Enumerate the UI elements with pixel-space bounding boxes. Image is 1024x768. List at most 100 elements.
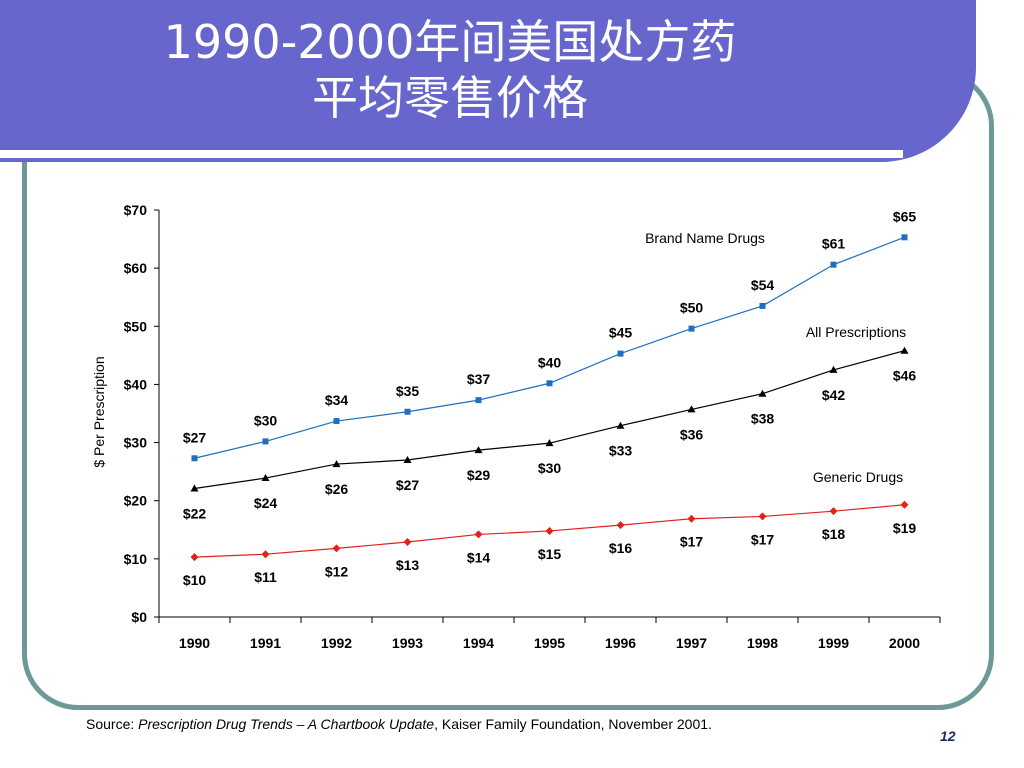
data-label: $17 xyxy=(751,531,775,547)
marker-diamond xyxy=(261,550,270,559)
marker-square xyxy=(404,408,411,415)
data-label: $37 xyxy=(467,371,491,387)
marker-triangle xyxy=(687,405,696,413)
source-title: Prescription Drug Trends – A Chartbook U… xyxy=(138,716,435,732)
source-note: Source: Prescription Drug Trends – A Cha… xyxy=(86,716,712,732)
slide-title-line-2: 平均零售价格 xyxy=(312,71,588,125)
x-tick-label: 1994 xyxy=(463,635,494,651)
marker-square xyxy=(262,438,269,445)
data-label: $13 xyxy=(396,557,420,573)
data-label: $50 xyxy=(680,300,704,316)
slide-title-line-1: 1990-2000年间美国处方药 xyxy=(163,15,737,69)
data-label: $16 xyxy=(609,540,633,556)
x-tick-label: 1993 xyxy=(392,635,423,651)
data-label: $19 xyxy=(893,520,917,536)
data-label: $26 xyxy=(325,481,349,497)
series-name-label: Generic Drugs xyxy=(813,469,903,485)
data-label: $61 xyxy=(822,236,846,252)
marker-triangle xyxy=(616,421,625,429)
series-name-label: All Prescriptions xyxy=(806,324,906,340)
source-suffix: , Kaiser Family Foundation, November 200… xyxy=(434,716,712,732)
marker-square xyxy=(475,397,482,404)
x-tick-label: 1999 xyxy=(818,635,849,651)
data-label: $17 xyxy=(680,534,704,550)
data-label: $15 xyxy=(538,546,562,562)
y-tick-label: $30 xyxy=(124,435,148,451)
x-tick-label: 1998 xyxy=(747,635,778,651)
data-label: $54 xyxy=(751,277,775,293)
series-name-label: Brand Name Drugs xyxy=(645,230,765,246)
data-label: $27 xyxy=(183,429,207,445)
y-tick-label: $0 xyxy=(131,609,147,625)
slide-title: 1990-2000年间美国处方药 平均零售价格 xyxy=(0,14,900,126)
data-label: $18 xyxy=(822,526,846,542)
x-tick-label: 1990 xyxy=(179,635,210,651)
data-label: $65 xyxy=(893,208,917,224)
marker-square xyxy=(759,302,766,309)
data-label: $38 xyxy=(751,411,775,427)
data-label: $27 xyxy=(396,477,420,493)
data-label: $29 xyxy=(467,467,491,483)
title-underline xyxy=(0,150,903,158)
marker-triangle xyxy=(261,474,270,482)
page-number: 12 xyxy=(940,728,956,744)
marker-diamond xyxy=(474,530,483,539)
x-tick-label: 1996 xyxy=(605,635,636,651)
marker-diamond xyxy=(332,544,341,553)
x-tick-label: 2000 xyxy=(889,635,920,651)
marker-square xyxy=(617,350,624,357)
marker-square xyxy=(333,418,340,425)
y-axis-title: $ Per Prescription xyxy=(91,356,107,467)
x-tick-label: 1995 xyxy=(534,635,565,651)
data-label: $14 xyxy=(467,549,491,565)
data-label: $11 xyxy=(254,569,277,585)
marker-triangle xyxy=(758,389,767,397)
series-line xyxy=(194,236,905,459)
marker-diamond xyxy=(829,507,838,516)
marker-triangle xyxy=(190,484,199,492)
y-tick-label: $10 xyxy=(124,551,148,567)
y-tick-label: $20 xyxy=(124,493,148,509)
data-label: $33 xyxy=(609,443,633,459)
marker-diamond xyxy=(687,514,696,523)
data-label: $42 xyxy=(822,387,846,403)
data-label: $40 xyxy=(538,354,562,370)
y-tick-label: $70 xyxy=(124,202,148,218)
marker-square xyxy=(191,455,198,462)
data-label: $34 xyxy=(325,392,349,408)
y-tick-label: $60 xyxy=(124,260,148,276)
x-tick-label: 1991 xyxy=(250,635,281,651)
marker-square xyxy=(688,325,695,332)
marker-triangle xyxy=(900,346,909,354)
marker-triangle xyxy=(403,456,412,464)
data-label: $30 xyxy=(254,412,278,428)
marker-triangle xyxy=(545,439,554,447)
data-label: $10 xyxy=(183,572,207,588)
data-label: $30 xyxy=(538,460,562,476)
title-bar: 1990-2000年间美国处方药 平均零售价格 xyxy=(0,0,976,162)
data-label: $46 xyxy=(893,368,917,384)
data-label: $36 xyxy=(680,426,704,442)
marker-square xyxy=(901,234,908,241)
marker-triangle xyxy=(474,446,483,454)
marker-diamond xyxy=(190,553,199,562)
x-tick-label: 1992 xyxy=(321,635,352,651)
data-label: $22 xyxy=(183,506,207,522)
marker-diamond xyxy=(758,512,767,521)
marker-square xyxy=(830,261,837,268)
source-prefix: Source: xyxy=(86,716,139,732)
data-label: $12 xyxy=(325,563,349,579)
data-label: $35 xyxy=(396,383,420,399)
marker-diamond xyxy=(616,521,625,530)
marker-diamond xyxy=(900,500,909,509)
marker-triangle xyxy=(829,365,838,373)
x-tick-label: 1997 xyxy=(676,635,707,651)
content-frame xyxy=(22,70,994,710)
marker-diamond xyxy=(403,537,412,546)
marker-square xyxy=(546,380,553,387)
data-label: $24 xyxy=(254,495,278,511)
y-tick-label: $40 xyxy=(124,376,148,392)
y-tick-label: $50 xyxy=(124,318,148,334)
marker-diamond xyxy=(545,526,554,535)
